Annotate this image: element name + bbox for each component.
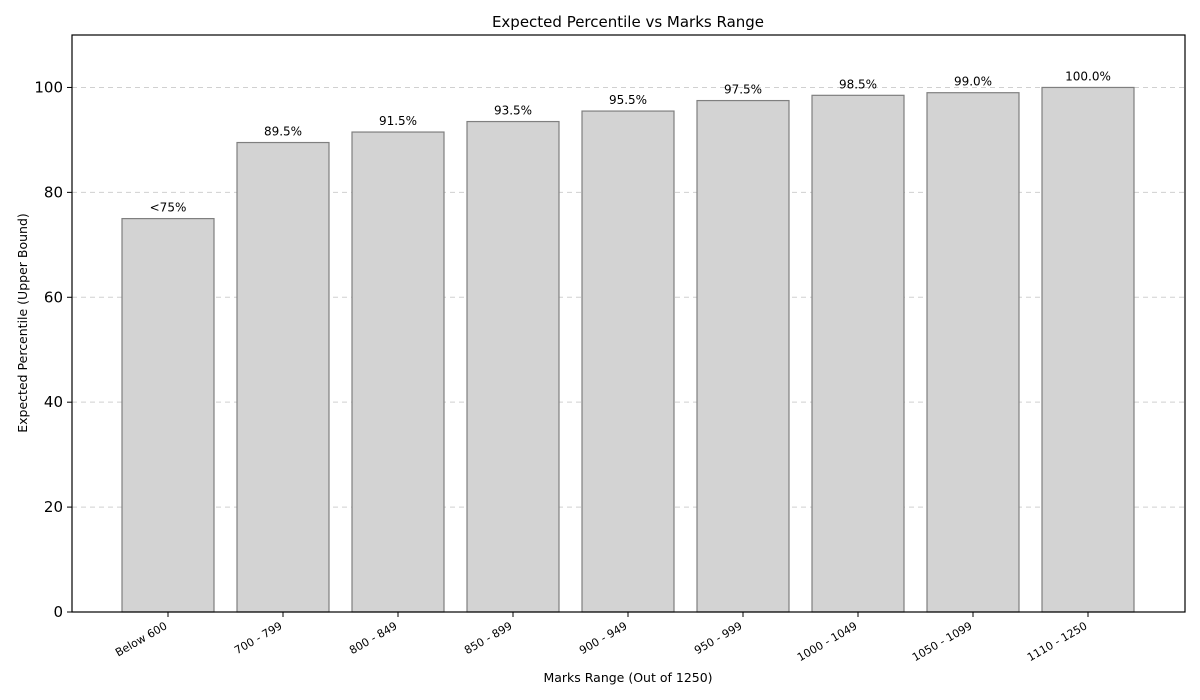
y-tick-label: 40 xyxy=(44,393,63,411)
x-tick-label: 950 - 999 xyxy=(692,619,744,657)
chart-title: Expected Percentile vs Marks Range xyxy=(492,13,764,31)
data-label: 95.5% xyxy=(609,93,647,107)
bar xyxy=(696,99,790,613)
x-tick-label: 1050 - 1099 xyxy=(910,619,974,664)
data-label: 89.5% xyxy=(264,125,302,139)
bars xyxy=(121,86,1135,613)
data-label: 100.0% xyxy=(1065,69,1111,83)
x-tick-label: 1110 - 1250 xyxy=(1025,619,1089,664)
x-tick-label: 800 - 849 xyxy=(347,619,399,657)
bar xyxy=(811,94,905,613)
y-axis: 0 20 40 60 80 100 xyxy=(34,78,72,621)
y-axis-label: Expected Percentile (Upper Bound) xyxy=(15,213,30,433)
bar xyxy=(466,120,560,613)
bar xyxy=(1041,86,1135,613)
data-label: 99.0% xyxy=(954,75,992,89)
y-tick-label: 20 xyxy=(44,498,63,516)
x-tick-label: Below 600 xyxy=(113,619,169,659)
data-label: 97.5% xyxy=(724,83,762,97)
x-tick-label: 700 - 799 xyxy=(232,619,284,657)
data-label: 98.5% xyxy=(839,77,877,91)
bar xyxy=(581,110,675,613)
bar xyxy=(121,217,215,613)
x-axis-label: Marks Range (Out of 1250) xyxy=(543,670,712,685)
x-tick-label: 900 - 949 xyxy=(577,619,629,657)
bar xyxy=(236,141,330,613)
bar xyxy=(926,92,1020,613)
data-labels: <75% 89.5% 91.5% 93.5% 95.5% 97.5% 98.5% 99.0% 1… xyxy=(150,69,1111,214)
y-tick-label: 60 xyxy=(44,288,63,306)
y-tick-label: 0 xyxy=(53,603,63,621)
bar xyxy=(351,131,445,613)
y-tick-label: 100 xyxy=(34,78,63,96)
x-tick-label: 1000 - 1049 xyxy=(795,619,859,664)
data-label: <75% xyxy=(150,201,187,215)
x-axis: Below 600 700 - 799 800 - 849 850 - 899 900 … xyxy=(113,612,1090,664)
y-tick-label: 80 xyxy=(44,183,63,201)
data-label: 91.5% xyxy=(379,114,417,128)
plot-frame xyxy=(71,34,1186,613)
data-label: 93.5% xyxy=(494,104,532,118)
x-tick-label: 850 - 899 xyxy=(462,619,514,657)
